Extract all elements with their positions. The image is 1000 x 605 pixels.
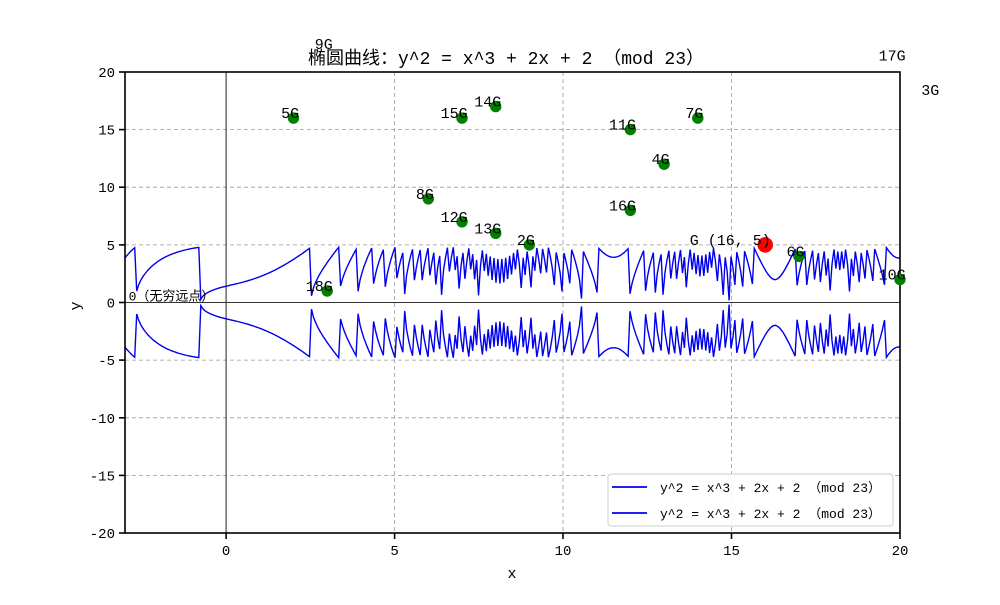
- svg-text:10: 10: [98, 181, 115, 197]
- svg-text:15: 15: [723, 544, 740, 560]
- svg-text:-10: -10: [90, 412, 115, 428]
- svg-text:16G: 16G: [609, 198, 636, 215]
- svg-text:13G: 13G: [474, 221, 501, 238]
- svg-text:-5: -5: [98, 354, 115, 370]
- svg-text:x: x: [507, 566, 516, 583]
- svg-text:20: 20: [892, 544, 909, 560]
- svg-text:8G: 8G: [416, 187, 434, 204]
- svg-text:3G: 3G: [921, 83, 939, 100]
- svg-text:-15: -15: [90, 469, 115, 485]
- svg-text:15: 15: [98, 124, 115, 140]
- svg-text:14G: 14G: [474, 95, 501, 112]
- svg-text:y: y: [68, 301, 85, 310]
- svg-text:11G: 11G: [609, 118, 636, 135]
- svg-text:12G: 12G: [441, 210, 468, 227]
- svg-text:2G: 2G: [517, 233, 535, 250]
- svg-text:17G: 17G: [879, 49, 906, 66]
- svg-text:5G: 5G: [281, 106, 299, 123]
- svg-text:0: 0: [107, 297, 115, 313]
- svg-text:0: 0: [222, 544, 230, 560]
- svg-text:y^2 = x^3 + 2x + 2 （mod 23）: y^2 = x^3 + 2x + 2 （mod 23）: [660, 507, 881, 522]
- svg-text:0（无穷远点）: 0（无穷远点）: [129, 288, 215, 304]
- svg-text:-20: -20: [90, 527, 115, 543]
- svg-text:6G: 6G: [786, 244, 804, 261]
- svg-text:椭圆曲线：y^2 = x^3 + 2x + 2 （mod 2: 椭圆曲线：y^2 = x^3 + 2x + 2 （mod 23）: [308, 48, 704, 70]
- svg-text:20: 20: [98, 66, 115, 82]
- svg-text:18G: 18G: [306, 279, 333, 296]
- svg-text:10G: 10G: [879, 268, 906, 285]
- svg-text:15G: 15G: [441, 106, 468, 123]
- svg-text:y^2 = x^3 + 2x + 2 （mod 23）: y^2 = x^3 + 2x + 2 （mod 23）: [660, 481, 881, 496]
- svg-text:5: 5: [107, 239, 115, 255]
- svg-text:5: 5: [390, 544, 398, 560]
- svg-text:4G: 4G: [652, 152, 670, 169]
- svg-text:G (16, 5): G (16, 5): [690, 233, 771, 250]
- svg-text:7G: 7G: [685, 106, 703, 123]
- svg-text:10: 10: [555, 544, 572, 560]
